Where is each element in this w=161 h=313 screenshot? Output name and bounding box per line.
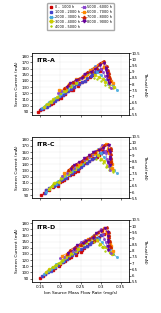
Y-axis label: Thrust(mN): Thrust(mN) bbox=[143, 239, 147, 263]
Y-axis label: Thrust(mN): Thrust(mN) bbox=[143, 155, 147, 180]
Text: ITR-D: ITR-D bbox=[36, 225, 55, 230]
Text: ITR-A: ITR-A bbox=[36, 58, 55, 63]
X-axis label: Ion Source Mass Flow Rate (mg/s): Ion Source Mass Flow Rate (mg/s) bbox=[44, 291, 117, 295]
Y-axis label: Screen Current (mA): Screen Current (mA) bbox=[15, 62, 19, 106]
Text: ITR-C: ITR-C bbox=[36, 141, 55, 146]
Y-axis label: Thrust(mN): Thrust(mN) bbox=[143, 72, 147, 96]
Y-axis label: Screen Current (mA): Screen Current (mA) bbox=[15, 145, 19, 190]
Legend: 0 -  1000 h, 1000 - 2000 h, 2000 - 3000 h, 3000 - 4000 h, 4000 - 5000 h, 5000 - : 0 - 1000 h, 1000 - 2000 h, 2000 - 3000 h… bbox=[47, 3, 114, 30]
Y-axis label: Screen Current (mA): Screen Current (mA) bbox=[15, 228, 19, 273]
